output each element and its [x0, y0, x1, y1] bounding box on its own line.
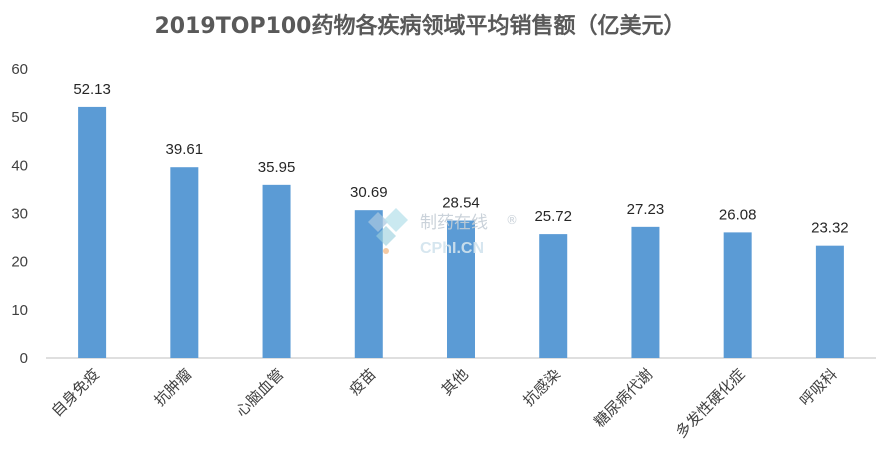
x-tick-label: 抗肿瘤	[151, 365, 196, 410]
bar	[539, 234, 568, 358]
bar	[631, 226, 660, 358]
x-tick-label: 心脑血管	[232, 365, 287, 420]
data-labels: 52.13 39.61 35.95 30.69 28.54 25.72 27.23 26.08…	[73, 81, 848, 237]
watermark-logo-icon	[368, 208, 408, 254]
y-axis: 0 10 20 30 40 50 60	[11, 61, 28, 367]
x-tick-label: 其他	[438, 365, 472, 399]
data-label: 25.72	[534, 208, 572, 225]
bar	[447, 220, 475, 358]
x-tick-label: 糖尿病代谢	[591, 365, 657, 431]
bars	[78, 106, 844, 358]
bar	[354, 210, 383, 358]
data-label: 39.61	[166, 141, 204, 158]
bar	[78, 106, 107, 358]
y-tick-label: 10	[11, 302, 28, 319]
y-tick-label: 0	[20, 350, 28, 367]
bar	[815, 245, 844, 358]
y-tick-label: 40	[11, 157, 28, 174]
data-label: 30.69	[350, 184, 388, 201]
watermark-registered-mark: ®	[506, 213, 518, 227]
x-tick-label: 自身免疫	[48, 365, 103, 420]
data-label: 26.08	[719, 206, 757, 223]
bar	[262, 184, 291, 358]
x-tick-label: 抗感染	[519, 365, 564, 410]
chart-title: 2019TOP100药物各疾病领域平均销售额（亿美元）	[155, 13, 686, 39]
x-tick-label: 疫苗	[346, 365, 380, 399]
data-label: 52.13	[73, 81, 111, 98]
y-tick-label: 60	[11, 61, 28, 78]
data-label: 28.54	[442, 195, 480, 212]
watermark: 制药在线 ® CPhI.CN	[368, 208, 518, 257]
watermark-text: 制药在线	[420, 213, 488, 233]
y-tick-label: 30	[11, 206, 28, 223]
bar	[723, 232, 752, 358]
y-tick-label: 50	[11, 109, 28, 126]
watermark-subtext: CPhI.CN	[420, 240, 484, 257]
data-label: 27.23	[627, 201, 665, 218]
y-tick-label: 20	[11, 254, 28, 271]
x-tick-label: 多发性硬化症	[672, 365, 748, 441]
x-axis: 自身免疫 抗肿瘤 心脑血管 疫苗 其他 抗感染 糖尿病代谢 多发性硬化症 呼吸科	[48, 365, 841, 441]
data-label: 35.95	[258, 159, 296, 176]
x-tick-label: 呼吸科	[796, 365, 841, 410]
data-label: 23.32	[811, 220, 849, 237]
bar	[170, 167, 199, 358]
